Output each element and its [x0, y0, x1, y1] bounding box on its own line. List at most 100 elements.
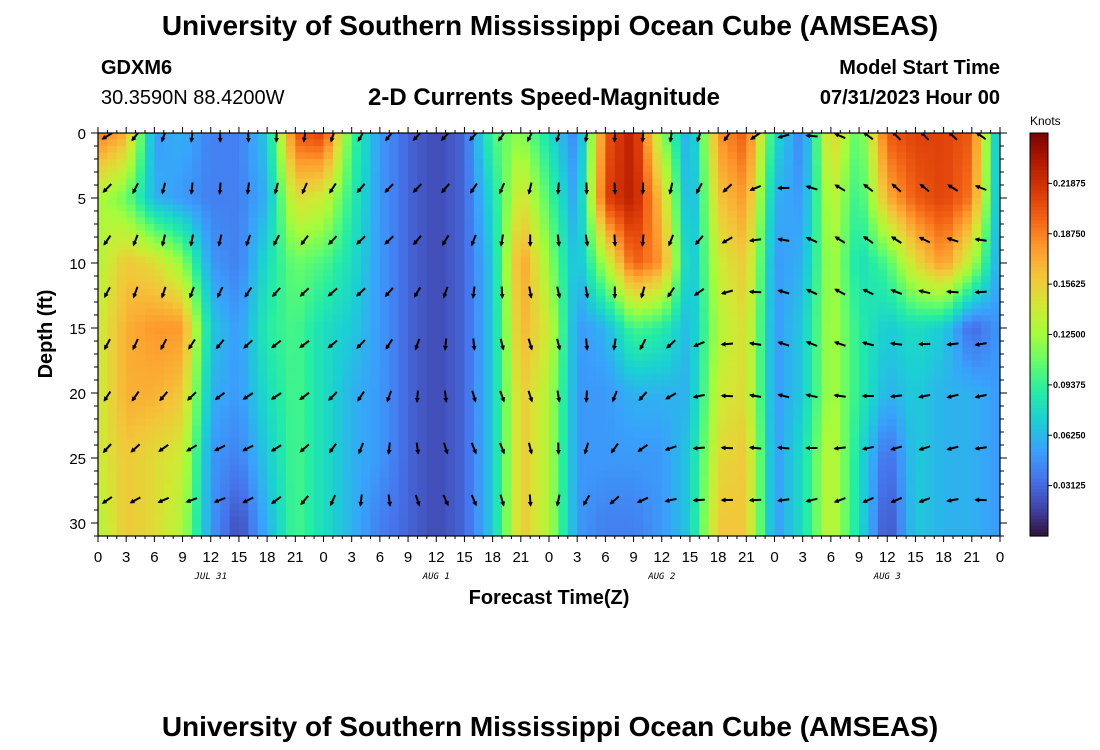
heat-cell — [154, 204, 165, 212]
heat-cell — [98, 341, 108, 349]
heat-cell — [257, 269, 268, 277]
heat-cell — [812, 471, 823, 479]
heat-cell — [229, 282, 240, 290]
heat-cell — [530, 360, 541, 368]
heat-cell — [304, 432, 315, 440]
heat-cell — [248, 510, 259, 518]
heat-cell — [549, 198, 559, 206]
heat-cell — [267, 198, 278, 206]
heat-cell — [718, 315, 729, 323]
heat-cell — [426, 341, 437, 349]
heat-cell — [182, 237, 193, 245]
heat-cell — [689, 217, 700, 225]
heat-cell — [445, 269, 456, 277]
heat-cell — [426, 230, 437, 238]
heat-cell — [107, 250, 118, 258]
heat-cell — [765, 354, 776, 362]
heat-cell — [417, 523, 428, 531]
heat-cell — [774, 432, 785, 440]
heat-cell — [483, 315, 494, 323]
heat-cell — [736, 315, 747, 323]
heat-cell — [718, 198, 729, 206]
heat-cell — [238, 438, 249, 446]
heat-cell — [736, 172, 747, 180]
heat-cell — [802, 302, 813, 310]
heat-cell — [699, 146, 710, 154]
heat-cell — [718, 256, 729, 264]
heat-cell — [774, 172, 785, 180]
heat-cell — [605, 295, 616, 303]
heat-cell — [191, 432, 202, 440]
heat-cell — [191, 464, 202, 472]
heat-cell — [614, 386, 625, 394]
heat-cell — [708, 484, 719, 492]
heat-cell — [530, 302, 541, 310]
heat-cell — [135, 529, 146, 536]
heat-cell — [812, 354, 823, 362]
heat-cell — [201, 516, 212, 524]
heat-cell — [633, 211, 644, 219]
heat-cell — [558, 419, 569, 427]
heat-cell — [116, 276, 127, 284]
heat-cell — [511, 152, 522, 160]
heat-cell — [473, 217, 484, 225]
heat-cell — [295, 334, 306, 342]
heat-cell — [107, 451, 118, 459]
heat-cell — [549, 289, 559, 297]
heat-cell — [154, 380, 165, 388]
heat-cell — [793, 211, 804, 219]
heat-cell — [708, 308, 719, 316]
heat-cell — [812, 282, 823, 290]
heat-cell — [718, 354, 729, 362]
heat-cell — [417, 503, 428, 511]
heat-cell — [614, 347, 625, 355]
heat-cell — [680, 529, 691, 536]
heat-cell — [680, 419, 691, 427]
heat-cell — [238, 256, 249, 264]
heat-cell — [746, 204, 757, 212]
heat-cell — [248, 328, 259, 336]
heat-cell — [802, 432, 813, 440]
heat-cell — [727, 367, 738, 375]
heat-cell — [736, 178, 747, 186]
heat-cell — [727, 237, 738, 245]
heat-cell — [332, 295, 343, 303]
heat-cell — [182, 464, 193, 472]
heat-cell — [708, 282, 719, 290]
heat-cell — [736, 510, 747, 518]
heat-cell — [727, 399, 738, 407]
heat-cell — [135, 334, 146, 342]
heat-cell — [126, 204, 137, 212]
heat-cell — [314, 321, 325, 329]
heat-cell — [238, 295, 249, 303]
heat-cell — [314, 490, 325, 498]
heat-cell — [812, 191, 823, 199]
heat-cell — [642, 217, 653, 225]
heat-cell — [680, 295, 691, 303]
heat-cell — [182, 419, 193, 427]
heat-cell — [323, 464, 334, 472]
heat-cell — [163, 380, 174, 388]
heat-cell — [210, 178, 221, 186]
heat-cell — [595, 458, 606, 466]
heat-cell — [502, 204, 513, 212]
heat-cell — [746, 347, 757, 355]
heat-cell — [483, 282, 494, 290]
heat-cell — [464, 399, 475, 407]
heat-cell — [267, 425, 278, 433]
heat-cell — [426, 302, 437, 310]
heat-cell — [445, 386, 456, 394]
heat-cell — [314, 302, 325, 310]
heat-cell — [595, 185, 606, 193]
heat-cell — [370, 393, 381, 401]
heat-cell — [774, 152, 785, 160]
heat-cell — [370, 133, 381, 141]
heat-cell — [285, 529, 296, 536]
heat-cell — [652, 503, 663, 511]
heat-cell — [793, 347, 804, 355]
heat-cell — [492, 263, 503, 271]
heat-cell — [276, 490, 287, 498]
heat-cell — [586, 224, 597, 232]
heat-cell — [257, 477, 268, 485]
heat-cell — [765, 373, 776, 381]
